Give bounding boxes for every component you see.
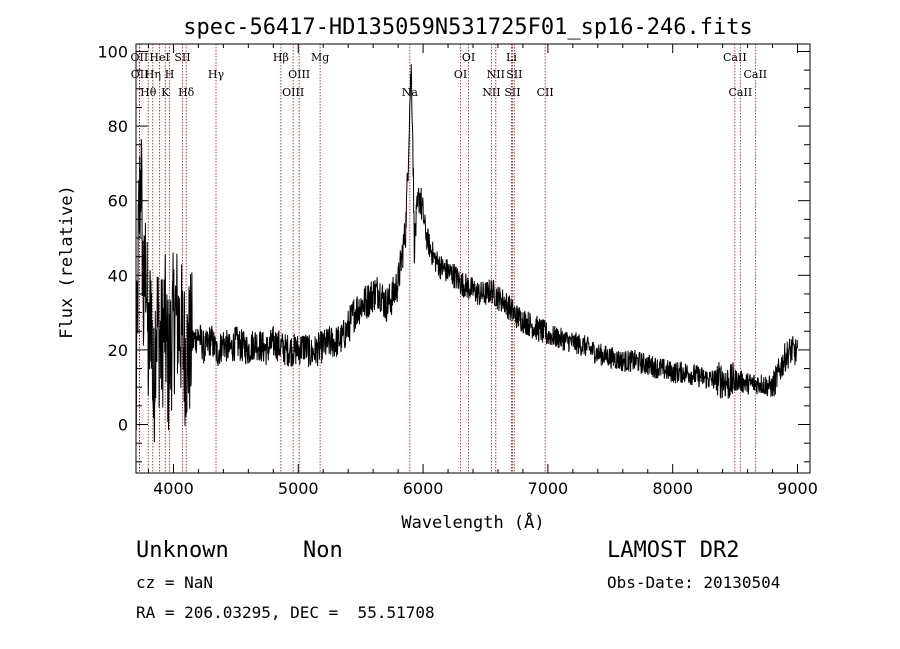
line-marker-label-10: Hβ [273, 51, 289, 64]
line-marker-label-24: CaII [729, 86, 753, 99]
line-marker-label-1: OII [131, 68, 149, 81]
spectral-line-markers: OIIOIIHθHηHeIKHSIIHδHγHβOIIIOIIIMgNaOIOI… [131, 44, 767, 473]
x-axis-label: Wavelength (Å) [401, 511, 544, 533]
line-marker-label-19: Li [506, 51, 517, 64]
axis-ticks [136, 44, 810, 473]
spectrum-series-line [135, 64, 798, 443]
y-tick-label-60: 60 [108, 192, 128, 211]
line-marker-label-16: OI [462, 51, 475, 64]
coordinates: RA = 206.03295, DEC = 55.51708 [136, 603, 435, 622]
x-tick-label-8000: 8000 [652, 479, 693, 498]
x-tick-label-7000: 7000 [528, 479, 569, 498]
line-marker-label-5: K [161, 86, 170, 99]
line-marker-label-3: Hη [145, 68, 161, 81]
chart-title: spec-56417-HD135059N531725F01_sp16-246.f… [183, 15, 753, 40]
x-tick-label-4000: 4000 [153, 479, 194, 498]
line-marker-label-12: OIII [288, 68, 310, 81]
observation-date: Obs-Date: 20130504 [607, 573, 781, 592]
line-marker-label-13: Mg [311, 51, 329, 64]
line-marker-label-22: CII [537, 86, 554, 99]
line-marker-label-18: NII [487, 68, 505, 81]
line-marker-label-8: Hδ [178, 86, 195, 99]
line-marker-label-17: NII [482, 86, 500, 99]
redshift-value: cz = NaN [136, 573, 214, 592]
y-tick-label-0: 0 [118, 416, 128, 435]
object-subclass: Non [303, 538, 343, 563]
line-marker-label-6: H [165, 68, 175, 81]
line-marker-label-2: Hθ [140, 86, 157, 99]
x-tick-label-9000: 9000 [777, 479, 818, 498]
line-marker-label-4: HeI [149, 51, 169, 64]
line-marker-label-7: SII [174, 51, 190, 64]
line-marker-label-20: SII [504, 86, 520, 99]
line-marker-label-9: Hγ [208, 68, 225, 81]
y-tick-label-40: 40 [108, 266, 128, 285]
plot-frame [135, 43, 811, 474]
y-axis-label: Flux (relative) [57, 185, 77, 339]
line-marker-label-11: OIII [282, 86, 304, 99]
line-marker-label-25: CaII [743, 68, 767, 81]
line-marker-label-23: CaII [723, 51, 747, 64]
y-tick-label-80: 80 [108, 117, 128, 136]
survey-name: LAMOST DR2 [607, 538, 740, 563]
x-tick-label-6000: 6000 [403, 479, 444, 498]
y-tick-label-20: 20 [108, 341, 128, 360]
x-tick-label-5000: 5000 [278, 479, 319, 498]
object-class: Unknown [136, 538, 229, 563]
line-marker-label-15: OI [454, 68, 467, 81]
y-tick-label-100: 100 [97, 42, 128, 61]
axis-tick-labels: 4000 5000 6000 7000 8000 9000 0 20 40 60 80 100 [97, 42, 817, 498]
line-marker-label-21: SII [506, 68, 522, 81]
